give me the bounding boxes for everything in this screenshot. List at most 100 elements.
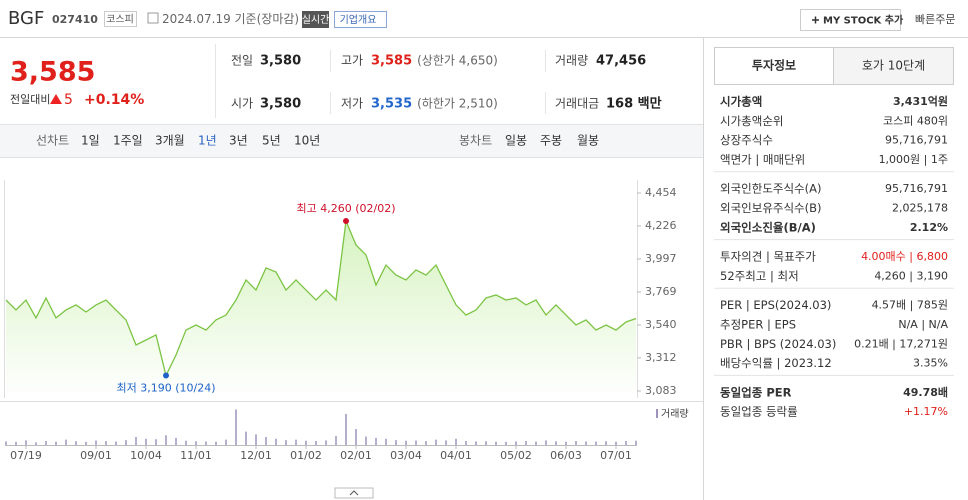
volume-bar [335, 436, 337, 445]
y-tick-label: 3,997 [645, 252, 677, 265]
volume-bar [265, 437, 267, 445]
volume-bar [305, 440, 307, 445]
volume-bar [145, 438, 147, 445]
summary-label: 시가 [231, 97, 253, 111]
x-tick-label: 06/03 [550, 449, 582, 462]
info-box [714, 92, 954, 440]
period-option[interactable]: 5년 [262, 134, 281, 148]
volume-bar [595, 441, 597, 445]
volume-bar [415, 440, 417, 445]
volume-bar [55, 441, 57, 445]
y-tick-label: 4,226 [645, 219, 677, 232]
info-label: 동일업종 등락률 [720, 405, 798, 419]
volume-bar [5, 441, 7, 445]
quick-order[interactable]: 빠른주문 [915, 13, 955, 26]
info-label: 배당수익률 | 2023.12 [720, 356, 832, 370]
summary-value: 3,580 [260, 54, 301, 69]
volume-bar [195, 441, 197, 445]
info-value: 2.12% [910, 221, 948, 234]
info-label: 외국인한도주식수(A) [720, 182, 821, 196]
change-rate: +0.14% [84, 92, 144, 108]
tab[interactable] [833, 47, 954, 85]
volume-bar [425, 441, 427, 445]
info-label: 외국인소진율(B/A) [720, 220, 816, 234]
max-label: 최고 4,260 (02/02) [296, 202, 395, 215]
volume-bar [285, 440, 287, 445]
info-label: 시가총액순위 [720, 114, 783, 128]
x-tick-label: 07/01 [600, 449, 632, 462]
overview[interactable]: 기업개요 [340, 13, 377, 26]
period-bar [0, 125, 703, 157]
up-arrow-icon [50, 94, 62, 104]
volume-bar [385, 438, 387, 445]
period-option[interactable]: 주봉 [540, 134, 562, 148]
candle-chart-label: 봉차트 [459, 134, 492, 148]
collapse-button[interactable] [334, 487, 374, 499]
period-option[interactable]: 3년 [229, 134, 248, 148]
volume-bar [205, 441, 207, 445]
info-value: N/A | N/A [898, 318, 948, 331]
change: 5 [64, 92, 73, 108]
info-value: 95,716,791 [885, 134, 948, 147]
period-option[interactable]: 1주일 [113, 134, 143, 148]
volume-bar [545, 440, 547, 445]
stock-code: 027410 [52, 13, 98, 26]
info-label: 외국인보유주식수(B) [720, 201, 822, 215]
date: 2024.07.19 기준(장마감) [162, 12, 299, 26]
summary-value: 3,535 [371, 97, 412, 112]
volume-bar [115, 441, 117, 445]
info-label: 52주최고 | 최저 [720, 269, 799, 283]
overview-button[interactable] [334, 11, 387, 28]
info-value: 3.35% [913, 357, 948, 370]
y-tick-label: 3,540 [645, 318, 677, 331]
period-option[interactable]: 1년 [198, 134, 217, 148]
x-tick-label: 10/04 [130, 449, 162, 462]
tab-label[interactable]: 투자정보 [752, 58, 796, 73]
volume-bar [25, 440, 27, 445]
volume-bar [365, 436, 367, 445]
volume-bar [125, 440, 127, 445]
info-label: 상장주식수 [720, 133, 773, 147]
y-tick-label: 4,454 [645, 186, 677, 199]
info-value: 4,260 | 3,190 [874, 269, 948, 282]
collapse-icon [349, 490, 359, 496]
period-option[interactable]: 1일 [81, 134, 100, 148]
info-value: 49.78배 [903, 385, 948, 399]
realtime-badge[interactable] [302, 11, 329, 28]
summary-value: 3,580 [260, 97, 301, 112]
legend-label: 거래량 [661, 408, 689, 420]
price-area [6, 221, 636, 398]
volume-bar [225, 439, 227, 445]
period-option[interactable]: 3개월 [155, 134, 185, 148]
volume-bar [15, 441, 17, 445]
x-tick-label: 05/02 [500, 449, 532, 462]
volume-bar [85, 441, 87, 445]
period-option[interactable]: 월봉 [577, 134, 599, 148]
x-tick-label: 01/02 [290, 449, 322, 462]
info-label: 투자의견 | 목표주가 [720, 250, 816, 264]
info-value: +1.17% [904, 405, 948, 418]
info-label: 동일업종 PER [720, 385, 792, 399]
tab-label[interactable]: 호가 10단계 [862, 59, 925, 73]
mystock-button[interactable] [800, 9, 901, 31]
volume-bar [505, 441, 507, 445]
volume-bar [445, 440, 447, 445]
tab-active[interactable] [714, 47, 834, 85]
volume-bar [515, 441, 517, 445]
market-badge [104, 11, 137, 27]
change-label: 전일대비 [10, 92, 50, 106]
x-tick-label: 02/01 [340, 449, 372, 462]
min-label: 최저 3,190 (10/24) [116, 382, 215, 395]
volume-bar [495, 441, 497, 445]
x-tick-label: 03/04 [390, 449, 422, 462]
volume-bar [435, 439, 437, 445]
summary-label: 고가 [341, 54, 363, 68]
period-option[interactable]: 10년 [294, 134, 320, 148]
x-tick-label: 11/01 [180, 449, 212, 462]
summary-value: 168 백만 [606, 96, 662, 112]
volume-bar [295, 439, 297, 445]
volume-bar [185, 440, 187, 445]
period-option[interactable]: 일봉 [505, 134, 527, 148]
mystock[interactable]: MY STOCK 추가 [823, 14, 904, 27]
realtime[interactable]: 실시간 [302, 14, 330, 26]
